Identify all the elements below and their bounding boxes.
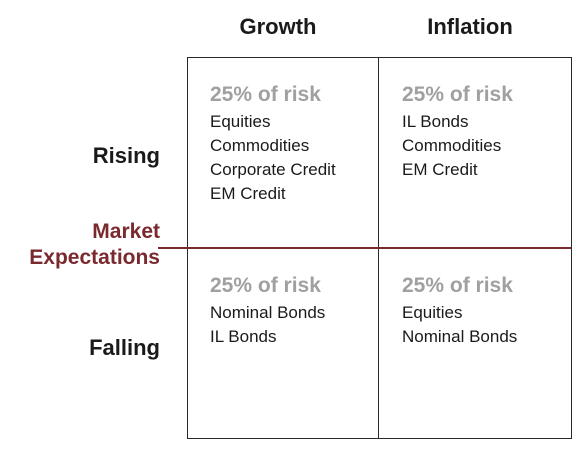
risk-share-label: 25% of risk (402, 83, 513, 106)
risk-share-label: 25% of risk (402, 274, 513, 297)
axis-label-line-1: Market (92, 220, 160, 243)
quadrant-grid: 25% of risk Equities Commodities Corpora… (158, 57, 572, 439)
axis-label-market-expectations: Market Expectations (29, 219, 160, 271)
asset-item: IL Bonds (402, 112, 469, 131)
risk-share-label: 25% of risk (210, 274, 321, 297)
grid-horizontal-divider (158, 247, 571, 249)
cell-falling-inflation: 25% of risk Equities Nominal Bonds (402, 273, 572, 349)
column-header-inflation: Inflation (427, 14, 513, 39)
row-header-rising: Rising (92, 143, 160, 168)
row-header-falling: Falling (89, 335, 160, 360)
asset-item: Equities (210, 112, 271, 131)
column-header-growth: Growth (239, 14, 317, 39)
asset-item: Nominal Bonds (402, 327, 518, 346)
cell-falling-growth: 25% of risk Nominal Bonds IL Bonds (210, 273, 380, 349)
asset-item: EM Credit (402, 160, 478, 179)
risk-share-label: 25% of risk (210, 83, 321, 106)
axis-label-line-2: Expectations (29, 246, 160, 269)
asset-item: EM Credit (210, 184, 286, 203)
cell-rising-growth: 25% of risk Equities Commodities Corpora… (210, 82, 380, 206)
asset-item: Commodities (210, 136, 310, 155)
asset-item: Equities (402, 303, 463, 322)
asset-item: Nominal Bonds (210, 303, 326, 322)
cell-rising-inflation: 25% of risk IL Bonds Commodities EM Cred… (402, 82, 572, 182)
asset-item: IL Bonds (210, 327, 277, 346)
asset-item: Commodities (402, 136, 502, 155)
asset-item: Corporate Credit (210, 160, 336, 179)
